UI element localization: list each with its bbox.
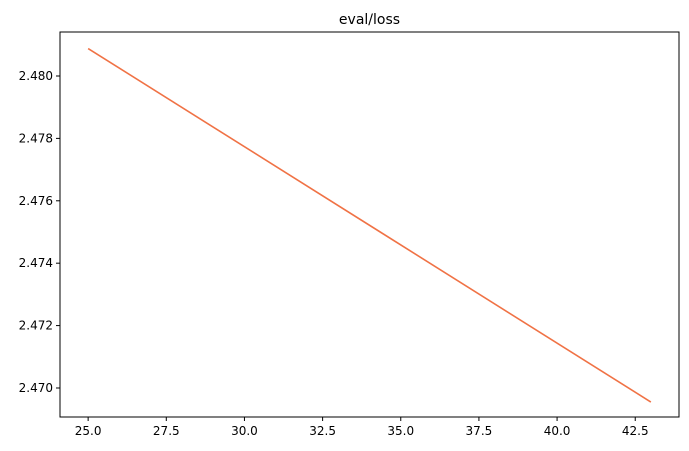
x-tick-label: 32.5	[309, 424, 336, 438]
chart-title: eval/loss	[339, 12, 400, 28]
x-tick-label: 40.0	[544, 424, 571, 438]
x-tick-label: 30.0	[231, 424, 258, 438]
axes-frame	[59, 31, 680, 418]
y-tick-label: 2.472	[19, 319, 53, 333]
y-tick-label: 2.474	[19, 256, 53, 270]
x-tick-label: 25.0	[75, 424, 102, 438]
series-line	[87, 47, 652, 403]
x-tick-label: 37.5	[466, 424, 493, 438]
plot-area: 25.0 27.5 30.0 32.5 35.0 37.5 40.0 42.5 2.470 2.4…	[19, 47, 652, 438]
y-tick-label: 2.470	[19, 381, 53, 395]
y-tick-label: 2.476	[19, 194, 53, 208]
y-tick-label: 2.478	[19, 131, 53, 145]
y-tick-label: 2.480	[19, 69, 53, 83]
x-tick-label: 27.5	[153, 424, 180, 438]
x-tick-label: 42.5	[622, 424, 649, 438]
x-tick-label: 35.0	[387, 424, 414, 438]
